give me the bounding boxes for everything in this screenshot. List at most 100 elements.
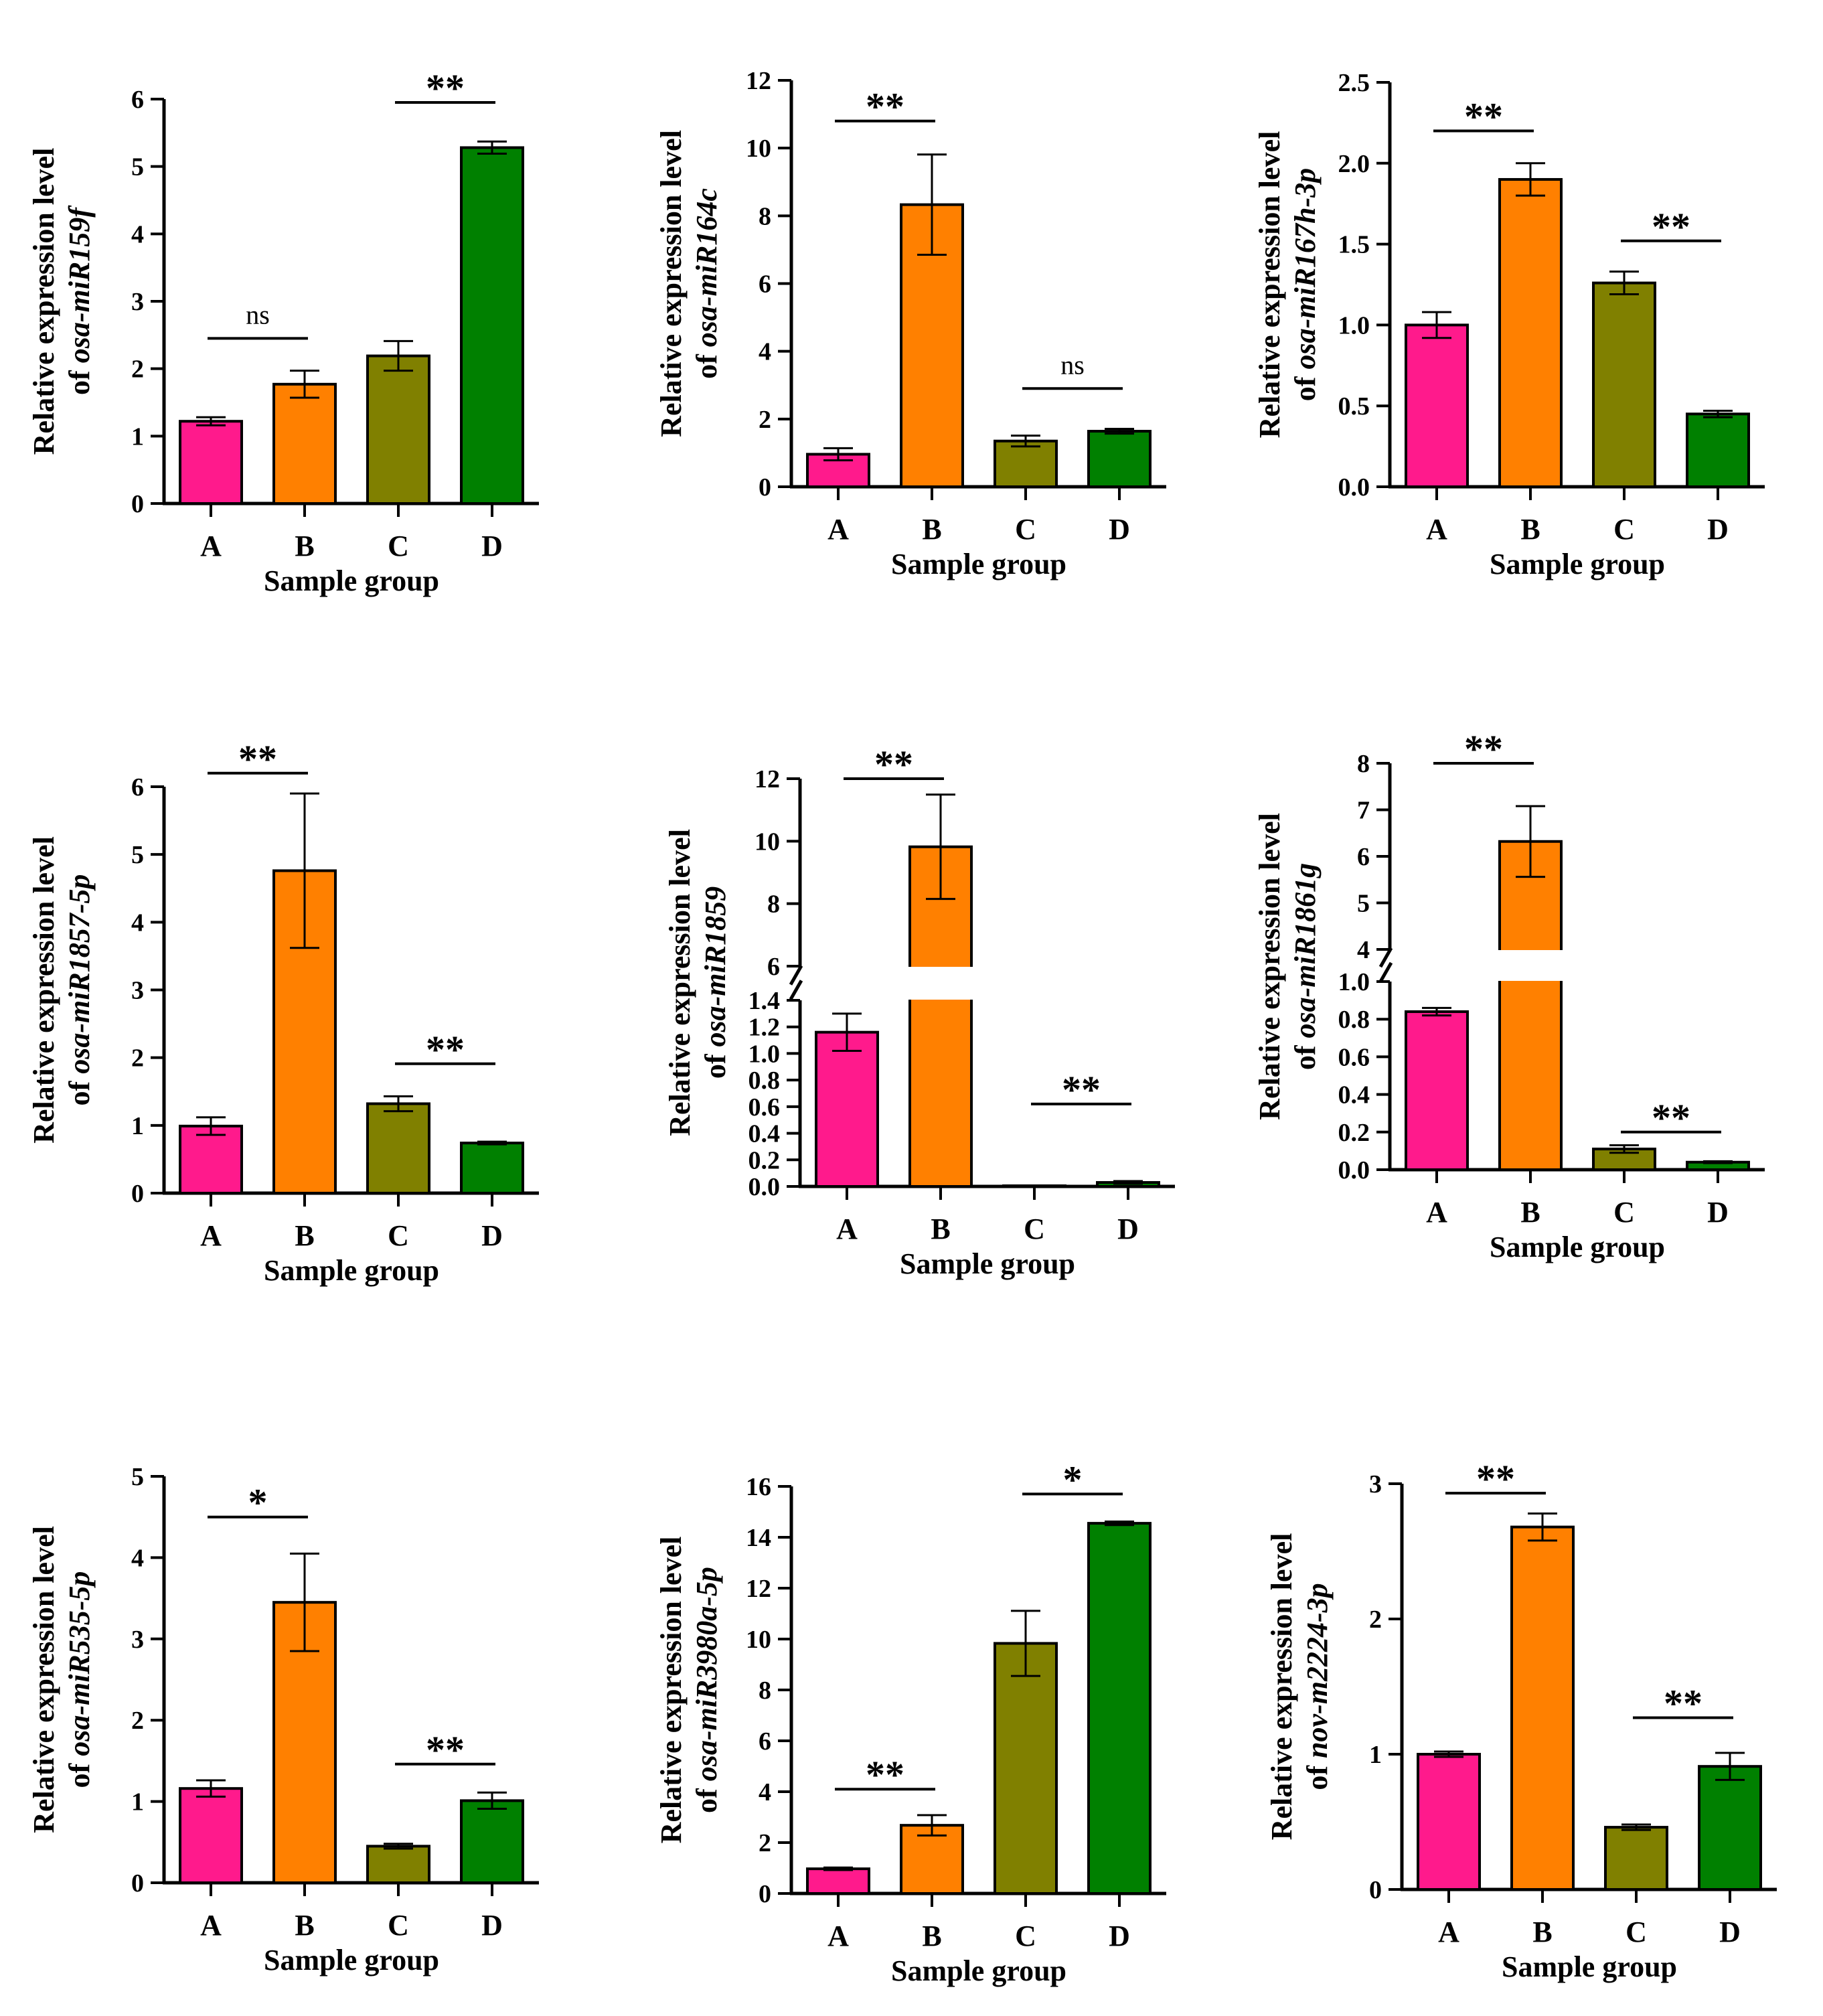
significance-label: ns: [1060, 350, 1085, 380]
bar-A: [1417, 1753, 1481, 1891]
y-tick-label: 10: [746, 135, 771, 163]
y-tick-label: 0: [131, 490, 144, 518]
y-tick-label: 2: [1369, 1606, 1382, 1634]
significance-label: **: [426, 66, 465, 110]
x-category-label-B: B: [922, 513, 941, 546]
y-tick-label: 2.0: [1338, 150, 1370, 178]
y-axis-title-line1: Relative expression level: [655, 1537, 688, 1844]
y-tick-label: 0.4: [748, 1120, 781, 1148]
x-category-label-B: B: [1520, 513, 1540, 546]
x-axis-title: Sample group: [891, 548, 1066, 580]
y-tick-label: 5: [131, 1463, 144, 1491]
y-axis-title-line2: of osa-miR1857-5p: [63, 874, 96, 1106]
y-tick-label: 8: [1357, 750, 1370, 778]
x-category-label-C: C: [388, 1909, 409, 1942]
y-axis-title-prefix: of: [63, 1756, 96, 1788]
x-category-label-C: C: [1015, 1920, 1036, 1952]
y-tick-label: 0: [759, 1880, 771, 1908]
bar-B: [908, 845, 973, 1188]
bar-A: [179, 1787, 243, 1885]
x-category-label-D: D: [481, 530, 503, 562]
y-axis-title-prefix: of: [699, 1046, 732, 1079]
x-axis-title: Sample group: [264, 1944, 439, 1976]
y-axis-title-line1: Relative expression level: [1253, 813, 1286, 1120]
bar-A: [179, 1124, 243, 1194]
significance-label: *: [1063, 1458, 1083, 1501]
y-axis-title-prefix: of: [1289, 370, 1322, 402]
y-axis-title-gene: osa-miR164c: [690, 188, 723, 347]
bar-B: [272, 382, 337, 505]
y-tick-label: 0.0: [1338, 1156, 1370, 1184]
y-tick-label: 0.5: [1338, 392, 1370, 420]
y-axis-title-line2: of osa-miR167h-3p: [1289, 168, 1322, 401]
y-tick-label: 1.5: [1338, 231, 1370, 259]
x-category-label-D: D: [1109, 1920, 1130, 1952]
x-axis-title: Sample group: [264, 1254, 439, 1287]
y-axis-title-prefix: of: [63, 363, 96, 395]
axis-break-mark: [1378, 947, 1393, 968]
y-axis-title-line1: Relative expression level: [1265, 1533, 1298, 1841]
y-tick-label: 0.0: [1338, 473, 1370, 501]
x-category-label-A: A: [200, 1219, 222, 1252]
significance-label: **: [238, 737, 277, 781]
y-tick-label: 5: [131, 153, 144, 181]
y-tick-label: 7: [1357, 797, 1370, 825]
y-axis-title-line1: Relative expression level: [27, 836, 60, 1144]
y-tick-label: 0: [1369, 1876, 1382, 1904]
y-tick-label: 0: [131, 1180, 144, 1208]
bar-A: [815, 1030, 879, 1188]
y-axis-title-prefix: of: [63, 1074, 96, 1106]
significance-label: **: [874, 743, 913, 786]
y-tick-label: 10: [746, 1626, 771, 1654]
y-axis-title-prefix: of: [1301, 1758, 1334, 1790]
y-axis-title-line1: Relative expression level: [1253, 131, 1286, 439]
bar-D: [460, 1142, 524, 1195]
y-tick-label: 2: [759, 1829, 771, 1857]
x-category-label-D: D: [1117, 1213, 1139, 1245]
x-category-label-A: A: [1426, 513, 1447, 546]
chart-panel-osa-miR1859: 0.00.20.40.60.81.01.21.4 6 8 10 12 A B C D ** ** Sa…: [663, 743, 1175, 1280]
x-category-label-C: C: [1015, 513, 1036, 546]
bar-D: [460, 146, 524, 506]
chart-panel-osa-miR164c: 0 2 4 6 8 10 12 A B C D ** ns Sample group Relative ex…: [655, 67, 1166, 580]
bar-break-gap: [907, 967, 974, 1000]
y-axis-title-line2: of osa-miR1859: [699, 886, 732, 1079]
y-axis-title-gene: osa-miR1861g: [1289, 863, 1322, 1038]
y-tick-label: 3: [1369, 1470, 1382, 1498]
bar-A: [806, 1867, 870, 1895]
y-tick-label: 1.0: [1338, 311, 1370, 339]
significance-label: **: [1464, 727, 1503, 771]
bar-C: [366, 354, 430, 505]
bar-break-gap: [1497, 950, 1564, 981]
chart-panel-osa-miR167h-3p: 0.0 0.5 1.0 1.5 2.0 2.5 A B C D ** ** Sample group Re…: [1253, 69, 1765, 580]
bar-D: [1087, 430, 1152, 488]
x-category-label-D: D: [481, 1219, 503, 1252]
x-axis-title: Sample group: [900, 1247, 1075, 1280]
y-tick-label: 6: [1357, 843, 1370, 871]
y-tick-label: 1: [131, 1112, 144, 1140]
x-category-label-A: A: [200, 1909, 222, 1942]
significance-label: **: [866, 1753, 904, 1796]
bar-D: [460, 1799, 524, 1884]
bar-D: [1698, 1765, 1762, 1891]
y-axis-title-gene: osa-miR3980a-5p: [690, 1567, 723, 1781]
y-tick-label: 1: [1369, 1741, 1382, 1769]
x-axis-title: Sample group: [891, 1954, 1066, 1987]
chart-panel-osa-miR159f: 0 1 2 3 4 5 6 A B C Dns ** Sample group Relative expr…: [27, 66, 539, 597]
x-category-label-C: C: [1626, 1916, 1647, 1948]
y-tick-label: 2: [131, 356, 144, 384]
chart-panel-osa-miR1857-5p: 0 1 2 3 4 5 6 A B C D ** ** Sample group Relative expr…: [27, 737, 539, 1287]
y-axis-title-prefix: of: [690, 347, 723, 379]
y-axis-title-prefix: of: [1289, 1038, 1322, 1070]
y-tick-label: 16: [746, 1473, 771, 1501]
y-axis-title-gene: osa-miR535-5p: [63, 1571, 96, 1756]
x-category-label-B: B: [1520, 1196, 1540, 1229]
y-tick-label: 0: [759, 473, 771, 501]
y-tick-label: 3: [131, 977, 144, 1005]
y-tick-label: 4: [759, 338, 771, 366]
y-tick-label: 5: [131, 841, 144, 869]
bar-C: [366, 1845, 430, 1885]
y-axis-title-gene: osa-miR159f: [63, 205, 96, 364]
